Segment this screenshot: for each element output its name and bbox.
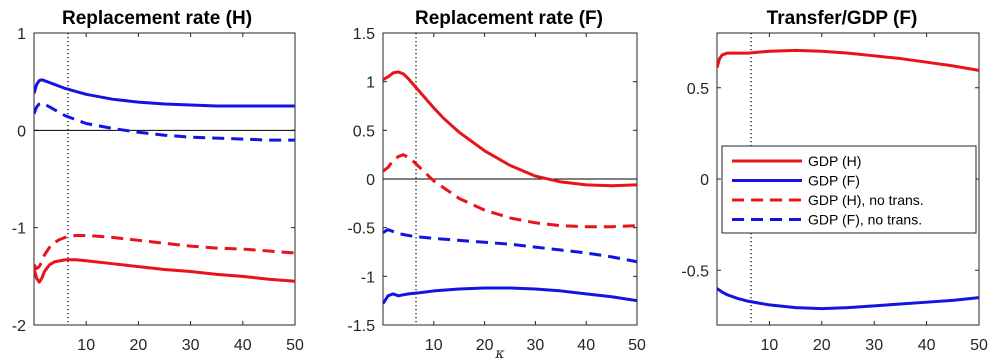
legend-entry: GDP (F) xyxy=(808,173,860,189)
y-tick-label: 1 xyxy=(366,75,375,92)
panel-title: Replacement rate (H) xyxy=(62,8,252,29)
y-tick-label: -1.5 xyxy=(347,318,375,335)
panel-replacement-rate-f: Replacement rate (F) 10 20 30 40 50-1.5-1-0.… xyxy=(347,8,646,362)
y-tick-label: -0.5 xyxy=(347,221,375,238)
panel-title: Transfer/GDP (F) xyxy=(767,8,918,29)
y-tick-label: -2 xyxy=(12,318,26,335)
y-tick-label: 1.5 xyxy=(353,26,375,43)
y-tick-label: -1 xyxy=(12,221,26,238)
tick-labels: 10 20 30 40 50 -1.5 -1 -0.5 0 0.5 1 1.5 xyxy=(347,26,646,354)
x-tick-label: 20 xyxy=(476,337,494,354)
series-line xyxy=(383,286,637,305)
x-tick-label: 20 xyxy=(813,337,831,354)
series-line xyxy=(34,78,295,108)
x-tick-label: 40 xyxy=(918,337,936,354)
legend-entry: GDP (F), no trans. xyxy=(808,212,922,228)
x-tick-label: 50 xyxy=(970,337,988,354)
y-tick-label: 0 xyxy=(366,172,375,189)
x-tick-label: 10 xyxy=(761,337,779,354)
series-line xyxy=(34,101,295,142)
y-tick-label: 0.5 xyxy=(687,81,709,98)
tick-labels: 10 20 30 40 50 -2 -1 0 1 xyxy=(12,26,304,354)
tick-labels: 10 20 30 40 50 -0.5 0 0.5 xyxy=(681,81,988,354)
x-tick-label: 10 xyxy=(77,337,95,354)
plot-area xyxy=(716,32,980,326)
plot-area xyxy=(382,32,638,326)
series-line xyxy=(34,233,295,271)
legend-entry: GDP (H), no trans. xyxy=(808,192,924,208)
panel-replacement-rate-h: Replacement rate (H) 10 20 30 40 50 -2 -1 0 1 xyxy=(12,8,304,354)
series-line xyxy=(717,287,979,311)
y-tick-label: 1 xyxy=(17,26,26,43)
panel-transfer-gdp-f: Transfer/GDP (F) 10 20 30 40 50 -0.5 0 0.5 GDP … xyxy=(681,8,988,354)
series-line xyxy=(383,228,637,264)
series-line xyxy=(383,70,637,188)
x-tick-label: 30 xyxy=(865,337,883,354)
series-line xyxy=(383,153,637,229)
x-tick-label: 20 xyxy=(130,337,148,354)
legend-entry: GDP (H) xyxy=(808,153,861,169)
series-line xyxy=(34,258,295,284)
x-tick-label: 30 xyxy=(182,337,200,354)
plot-area xyxy=(33,32,296,326)
x-tick-label: 40 xyxy=(577,337,595,354)
legend: GDP (H) GDP (F) GDP (H), no trans. GDP (F),… xyxy=(721,145,977,234)
x-tick-label: 30 xyxy=(527,337,545,354)
x-tick-label: 40 xyxy=(234,337,252,354)
y-tick-label: 0.5 xyxy=(353,123,375,140)
series-line xyxy=(717,48,979,72)
panel-title: Replacement rate (F) xyxy=(415,8,603,29)
x-tick-label: 50 xyxy=(628,337,646,354)
y-tick-label: 0 xyxy=(700,172,709,189)
y-tick-label: -0.5 xyxy=(681,263,709,280)
axes-box xyxy=(33,32,296,326)
x-tick-label: 50 xyxy=(286,337,304,354)
x-tick-label: 10 xyxy=(425,337,443,354)
y-tick-label: -1 xyxy=(361,269,375,286)
y-tick-label: 0 xyxy=(17,123,26,140)
kappa-label: κ xyxy=(494,346,504,362)
